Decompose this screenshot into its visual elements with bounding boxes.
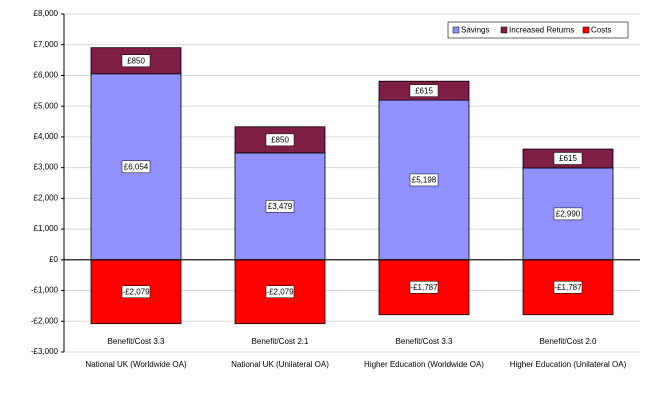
value-label: -£2,079 — [266, 287, 294, 296]
x-tick-label: Higher Education (Worldwide OA) — [364, 360, 484, 369]
value-label-box — [265, 200, 295, 213]
value-label: £850 — [271, 135, 289, 144]
value-label: -£1,787 — [554, 283, 582, 292]
value-label-box — [553, 281, 583, 294]
legend-swatch — [500, 26, 508, 34]
y-tick-label: £5,000 — [34, 101, 59, 110]
y-tick-label: -£1,000 — [31, 286, 59, 295]
x-tick-label: Higher Education (Unilateral OA) — [510, 360, 627, 369]
y-tick-label: £3,000 — [34, 163, 59, 172]
value-label: £6,054 — [124, 162, 149, 171]
value-label-box — [121, 54, 151, 67]
annotation: Benefit/Cost 3.3 — [396, 337, 453, 346]
value-label: £615 — [415, 86, 433, 95]
y-tick-label: £2,000 — [34, 193, 59, 202]
y-tick-label: £4,000 — [34, 132, 59, 141]
value-label: -£1,787 — [410, 283, 438, 292]
y-tick-label: £1,000 — [34, 224, 59, 233]
value-label-box — [553, 207, 583, 221]
value-label: £3,479 — [268, 202, 293, 211]
annotation: Benefit/Cost 2.0 — [540, 337, 597, 346]
value-label-box — [409, 173, 439, 187]
value-label-box — [409, 281, 439, 294]
y-tick-label: £8,000 — [34, 9, 59, 18]
value-label-box — [265, 133, 295, 147]
legend-box — [447, 21, 629, 39]
annotation: Benefit/Cost 3.3 — [108, 337, 165, 346]
value-label: £5,198 — [412, 176, 437, 185]
legend-label: Costs — [591, 26, 611, 35]
legend-label: Increased Returns — [509, 26, 574, 35]
y-tick-label: -£3,000 — [31, 347, 59, 356]
value-label-box — [121, 285, 151, 299]
x-tick-label: National UK (Worldwide OA) — [85, 360, 187, 369]
value-label-box — [265, 285, 295, 299]
x-tick-label: National UK (Unilateral OA) — [231, 360, 329, 369]
legend-swatch — [452, 26, 460, 34]
annotation: Benefit/Cost 2.1 — [252, 337, 309, 346]
value-label: £615 — [559, 154, 577, 163]
value-label-box — [409, 84, 439, 97]
value-label: -£2,079 — [122, 287, 150, 296]
value-label: £850 — [127, 56, 145, 65]
value-label: £2,990 — [556, 209, 581, 218]
value-label-box — [121, 160, 151, 174]
value-label-box — [553, 152, 583, 165]
y-tick-label: -£2,000 — [31, 316, 59, 325]
y-tick-label: £6,000 — [34, 71, 59, 80]
legend-swatch — [582, 26, 590, 34]
y-tick-label: £7,000 — [34, 40, 59, 49]
y-tick-label: £0 — [49, 255, 58, 264]
legend-label: Savings — [461, 26, 489, 35]
